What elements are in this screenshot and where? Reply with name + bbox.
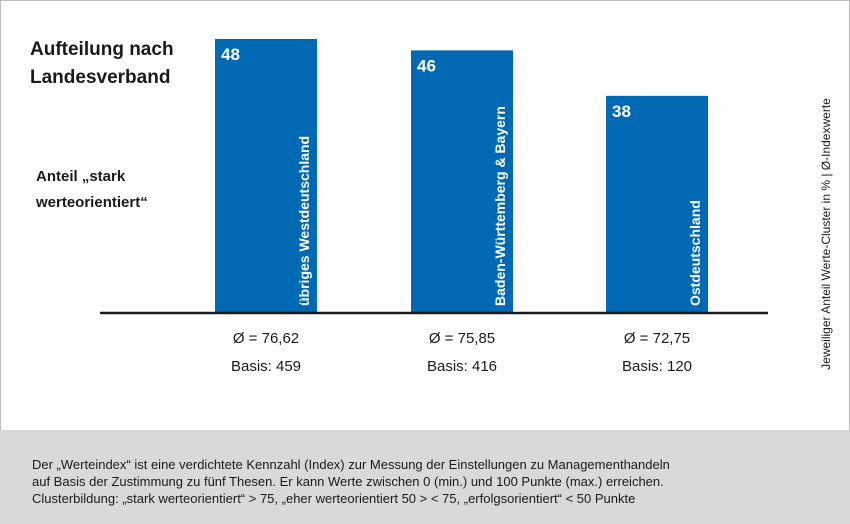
chart-title: Aufteilung nach Landesverband	[30, 39, 174, 88]
footer-line: Clusterbildung: „stark werteorientiert“ …	[32, 491, 636, 506]
y-axis-label: Anteil „stark werteorientiert“	[36, 168, 148, 211]
category-label: Baden-Württemberg & Bayern	[492, 106, 508, 306]
bar-chart: 48 übriges Westdeutschland Ø = 76,62 Basis:…	[100, 39, 768, 375]
category-label: Ostdeutschland	[687, 200, 703, 306]
bar-value-label: 38	[612, 102, 631, 121]
bar	[606, 95, 708, 312]
footer-line: Der „Werteindex“ ist eine verdichtete Ke…	[32, 457, 670, 472]
basis-label: Basis: 416	[427, 358, 497, 375]
bar-value-label: 48	[221, 45, 240, 64]
footer-line: auf Basis der Zustimmung zu fünf Thesen.…	[32, 474, 664, 489]
bar-value-label: 46	[417, 56, 436, 75]
category-label: übriges Westdeutschland	[296, 136, 312, 306]
basis-label: Basis: 459	[231, 358, 301, 375]
avg-index-label: Ø = 76,62	[233, 330, 299, 347]
basis-label: Basis: 120	[622, 358, 692, 375]
avg-index-label: Ø = 75,85	[429, 330, 495, 347]
avg-index-label: Ø = 72,75	[624, 330, 690, 347]
bar	[411, 50, 513, 312]
side-label: Jeweiliger Anteil Werte-Cluster in % | Ø…	[819, 98, 833, 370]
bar	[215, 39, 317, 312]
footer-text: Der „Werteindex“ ist eine verdichtete Ke…	[32, 456, 832, 507]
footer-note: Der „Werteindex“ ist eine verdichtete Ke…	[0, 430, 850, 524]
